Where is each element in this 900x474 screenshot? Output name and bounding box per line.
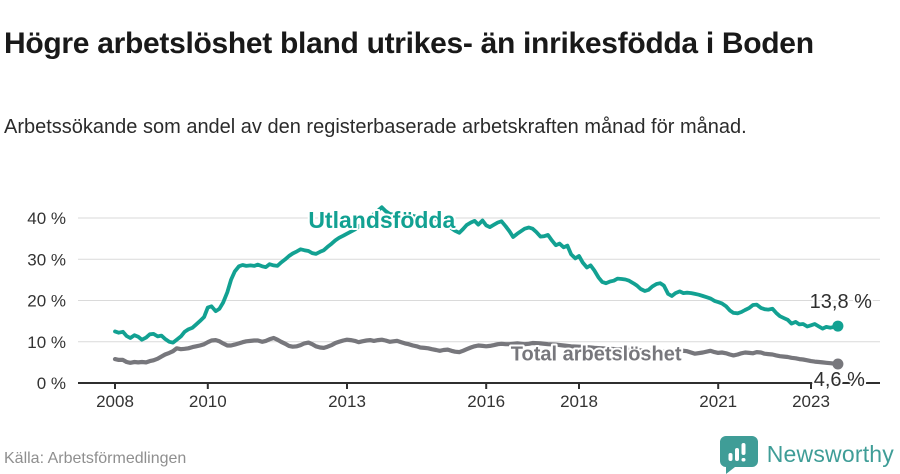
x-tick-label: 2018 — [560, 392, 598, 411]
newsworthy-logo: Newsworthy — [718, 435, 894, 474]
series-line-utlandsfodda — [113, 205, 840, 345]
series-label: Utlandsfödda — [308, 207, 455, 233]
x-tick-label: 2010 — [189, 392, 227, 411]
y-tick-label: 10 % — [27, 333, 66, 352]
page-title: Högre arbetslöshet bland utrikes- än inr… — [4, 27, 814, 61]
series-label: Total arbetslöshet — [511, 343, 682, 365]
chart-canvas: 0 % 10 % 20 % 30 % 40 % 2008 2010 2013 2016 2018 2… — [27, 205, 880, 411]
y-tick-label: 20 % — [27, 292, 66, 311]
end-value-label: 13,8 % — [810, 291, 872, 313]
x-tick-label: 2013 — [328, 392, 366, 411]
page-subtitle: Arbetssökande som andel av den registerb… — [4, 116, 747, 138]
y-tick-label: 40 % — [27, 209, 66, 228]
x-tick-label: 2008 — [96, 392, 134, 411]
x-tick-label: 2021 — [699, 392, 737, 411]
source-note: Källa: Arbetsförmedlingen — [4, 450, 187, 467]
series-line-total — [112, 335, 841, 367]
end-value-label: 4,6 % — [814, 369, 865, 391]
series-end-dot — [832, 358, 844, 370]
y-tick-label: 30 % — [27, 250, 66, 269]
newsworthy-icon — [719, 436, 758, 474]
x-tick-label: 2023 — [792, 392, 830, 411]
line-chart: 0 % 10 % 20 % 30 % 40 % 2008 2010 2013 2016 2018 2… — [0, 185, 900, 435]
y-tick-label: 0 % — [37, 374, 66, 393]
x-tick-label: 2016 — [467, 392, 505, 411]
series-end-dot — [832, 320, 844, 332]
newsworthy-wordmark: Newsworthy — [766, 441, 894, 467]
